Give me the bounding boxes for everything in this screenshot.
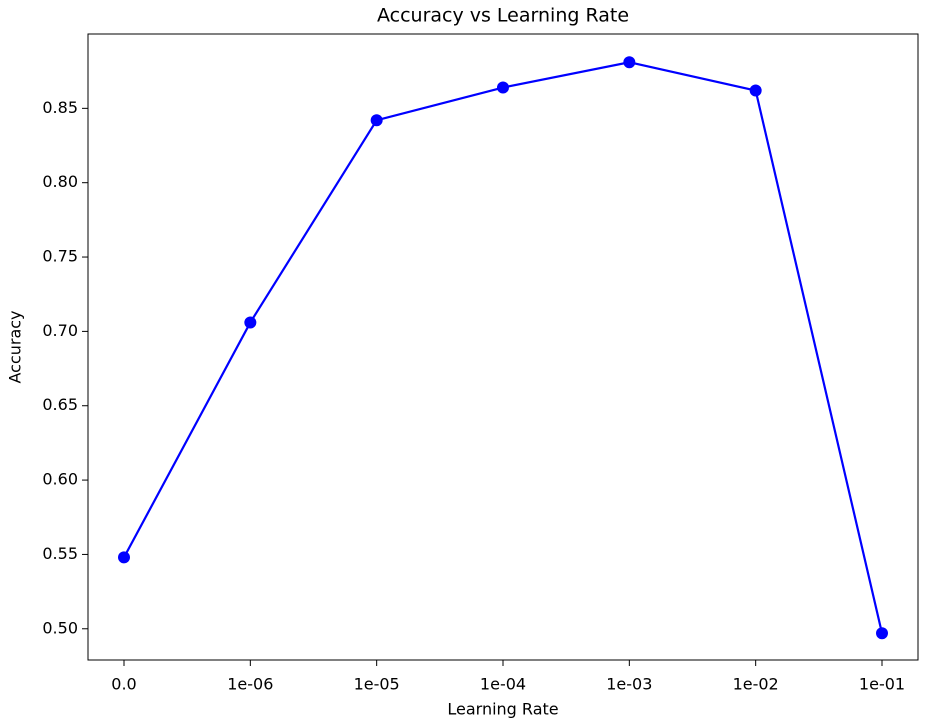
- marker: [370, 114, 383, 127]
- marker: [244, 316, 257, 329]
- y-tick-label: 0.50: [42, 618, 78, 637]
- marker: [749, 84, 762, 97]
- x-tick-label: 1e-06: [227, 675, 273, 694]
- y-tick-label: 0.65: [42, 395, 78, 414]
- y-axis-label: Accuracy: [6, 310, 25, 383]
- marker: [623, 56, 636, 69]
- chart-title: Accuracy vs Learning Rate: [377, 5, 629, 27]
- line: [123, 61, 884, 634]
- y-tick-label: 0.75: [42, 247, 78, 266]
- x-tick-label: 0.0: [111, 675, 136, 694]
- y-tick-label: 0.55: [42, 544, 78, 563]
- y-tick-label: 0.80: [42, 172, 78, 191]
- y-tick-label: 0.85: [42, 98, 78, 117]
- plot-frame: [87, 33, 919, 661]
- x-axis-label: Learning Rate: [447, 700, 558, 719]
- x-tick-label: 1e-05: [354, 675, 400, 694]
- x-tick-label: 1e-04: [480, 675, 526, 694]
- x-tick-label: 1e-03: [606, 675, 652, 694]
- y-tick-label: 0.70: [42, 321, 78, 340]
- x-tick-label: 1e-02: [733, 675, 779, 694]
- x-tick-label: 1e-01: [859, 675, 905, 694]
- marker: [876, 627, 888, 640]
- marker: [497, 81, 509, 94]
- y-tick-label: 0.60: [42, 470, 78, 489]
- marker: [118, 551, 130, 564]
